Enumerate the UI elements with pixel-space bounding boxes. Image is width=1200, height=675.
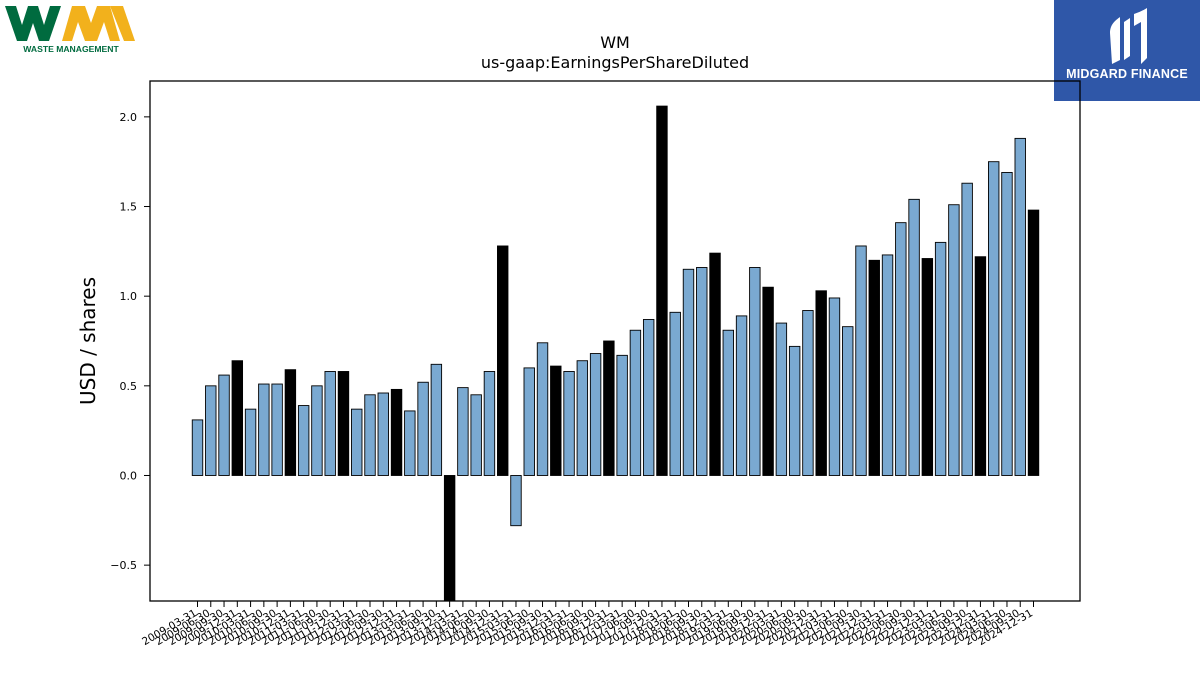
- chart-title: WM: [600, 33, 630, 52]
- waste-management-logo: WASTE MANAGEMENT: [5, 6, 135, 54]
- bar-2023-03-31: [934, 241, 947, 476]
- bar-2013-09-30: [430, 363, 443, 476]
- bar-2012-06-30: [364, 394, 376, 476]
- bar-2010-06-30: [258, 383, 270, 476]
- bar-2011-09-30: [324, 371, 336, 476]
- bar-2020-06-30: [788, 345, 801, 476]
- bar-2018-12-31: [709, 252, 721, 476]
- bar-2017-12-31: [656, 105, 668, 476]
- bar-2019-12-31: [762, 286, 774, 476]
- bar-2024-06-30: [1001, 171, 1013, 476]
- bar-2014-03-31: [457, 387, 469, 476]
- bar-2014-06-30: [470, 394, 482, 476]
- bar-2018-09-30: [696, 267, 708, 476]
- bar-2016-09-30: [589, 353, 602, 476]
- bar-2013-03-31: [404, 410, 416, 476]
- y-tick-label: 1.5: [120, 201, 138, 214]
- bar-2019-09-30: [749, 267, 761, 476]
- bar-2016-03-31: [563, 371, 575, 476]
- bar-2022-09-30: [908, 198, 920, 476]
- bar-2023-12-31: [974, 256, 987, 476]
- bar-2014-12-31: [497, 245, 509, 476]
- bar-2012-09-30: [377, 392, 389, 476]
- bar-2024-03-31: [988, 161, 1000, 476]
- chart-subtitle: us-gaap:EarningsPerShareDiluted: [481, 53, 749, 72]
- bar-2023-06-30: [948, 204, 960, 476]
- bar-2020-12-31: [815, 290, 827, 476]
- bar-2013-06-30: [417, 381, 429, 476]
- y-axis-label: USD / shares: [76, 277, 100, 405]
- bar-2024-09-30: [1014, 137, 1026, 476]
- bar-2009-03-31: [191, 419, 204, 476]
- bar-2009-12-31: [231, 360, 244, 476]
- bar-2015-03-31: [510, 475, 522, 527]
- bar-2017-06-30: [629, 329, 642, 476]
- bar-2021-06-30: [842, 326, 854, 476]
- y-tick-label: 0.5: [120, 380, 138, 393]
- wm-logo-caption: WASTE MANAGEMENT: [23, 44, 119, 54]
- bar-2018-06-30: [682, 268, 695, 476]
- bar-2020-09-30: [802, 310, 814, 476]
- bars-group: [191, 105, 1040, 602]
- wm-logo-m-right: [110, 6, 135, 41]
- bar-2016-06-30: [576, 360, 589, 476]
- bar-2014-09-30: [483, 371, 496, 476]
- bar-2021-03-31: [828, 297, 841, 476]
- wm-logo-w-shape: [5, 6, 61, 41]
- bar-2016-12-31: [603, 340, 615, 476]
- y-tick-label: 0.0: [120, 469, 138, 482]
- bar-2022-03-31: [881, 254, 894, 476]
- bar-2009-09-30: [218, 374, 230, 476]
- bar-2015-12-31: [550, 365, 562, 476]
- midgard-finance-name: MIDGARD FINANCE: [1066, 67, 1188, 81]
- bar-2021-09-30: [855, 245, 867, 476]
- bar-2015-09-30: [536, 342, 549, 476]
- y-tick-label: 1.0: [120, 290, 138, 303]
- bar-2011-03-31: [297, 405, 310, 476]
- bar-2017-09-30: [642, 319, 655, 476]
- midgard-emblem-icon: [1110, 8, 1147, 64]
- y-tick-label: −0.5: [110, 559, 137, 572]
- bar-2011-06-30: [311, 385, 323, 476]
- bar-2022-12-31: [921, 258, 934, 476]
- bar-2011-12-31: [337, 371, 350, 476]
- bar-2020-03-31: [775, 322, 788, 476]
- plot-frame: [149, 80, 1081, 602]
- bar-2019-03-31: [722, 329, 734, 476]
- bar-2010-09-30: [271, 383, 283, 476]
- midgard-finance-logo: MIDGARD FINANCE: [1054, 0, 1200, 101]
- bar-2012-12-31: [390, 388, 403, 476]
- bar-2019-06-30: [735, 315, 748, 476]
- y-tick-label: 2.0: [120, 111, 138, 124]
- bar-2010-03-31: [244, 408, 257, 476]
- bar-2022-06-30: [895, 222, 907, 476]
- bar-2021-12-31: [868, 259, 880, 476]
- bar-2009-06-30: [205, 385, 217, 476]
- x-ticks-group: 2009-03-312009-06-302009-09-302009-12-31…: [140, 601, 1035, 648]
- bar-2010-12-31: [284, 369, 297, 476]
- wm-logo-m-shape: [62, 6, 120, 41]
- bar-2017-03-31: [616, 354, 628, 476]
- bar-2023-09-30: [961, 182, 973, 476]
- y-ticks-group: −0.5 0.0 0.5 1.0 1.5 2.0: [110, 111, 150, 572]
- bar-2024-12-31: [1027, 209, 1040, 476]
- bar-2012-03-31: [351, 408, 363, 476]
- bar-2018-03-31: [669, 311, 681, 476]
- bar-2015-06-30: [523, 367, 535, 476]
- bar-2013-12-31: [443, 475, 456, 602]
